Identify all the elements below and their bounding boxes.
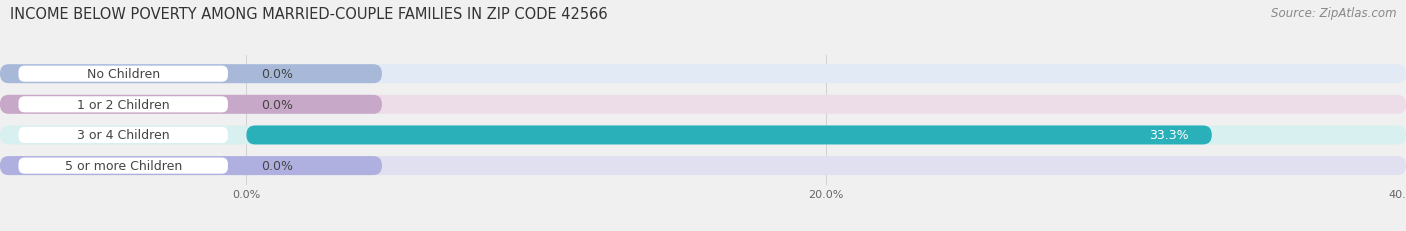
Text: No Children: No Children xyxy=(87,68,160,81)
Text: 0.0%: 0.0% xyxy=(262,98,292,111)
FancyBboxPatch shape xyxy=(0,95,382,114)
FancyBboxPatch shape xyxy=(18,97,228,113)
FancyBboxPatch shape xyxy=(18,127,228,143)
FancyBboxPatch shape xyxy=(0,65,382,84)
FancyBboxPatch shape xyxy=(18,158,228,174)
FancyBboxPatch shape xyxy=(18,66,228,82)
Text: 1 or 2 Children: 1 or 2 Children xyxy=(77,98,170,111)
Text: 5 or more Children: 5 or more Children xyxy=(65,159,181,172)
Text: 33.3%: 33.3% xyxy=(1149,129,1188,142)
Text: 0.0%: 0.0% xyxy=(262,159,292,172)
FancyBboxPatch shape xyxy=(0,95,1406,114)
Text: INCOME BELOW POVERTY AMONG MARRIED-COUPLE FAMILIES IN ZIP CODE 42566: INCOME BELOW POVERTY AMONG MARRIED-COUPL… xyxy=(10,7,607,22)
Text: 0.0%: 0.0% xyxy=(262,68,292,81)
Text: 3 or 4 Children: 3 or 4 Children xyxy=(77,129,170,142)
Text: Source: ZipAtlas.com: Source: ZipAtlas.com xyxy=(1271,7,1396,20)
FancyBboxPatch shape xyxy=(0,126,1406,145)
FancyBboxPatch shape xyxy=(0,156,1406,175)
FancyBboxPatch shape xyxy=(0,156,382,175)
FancyBboxPatch shape xyxy=(0,65,1406,84)
FancyBboxPatch shape xyxy=(246,126,1212,145)
